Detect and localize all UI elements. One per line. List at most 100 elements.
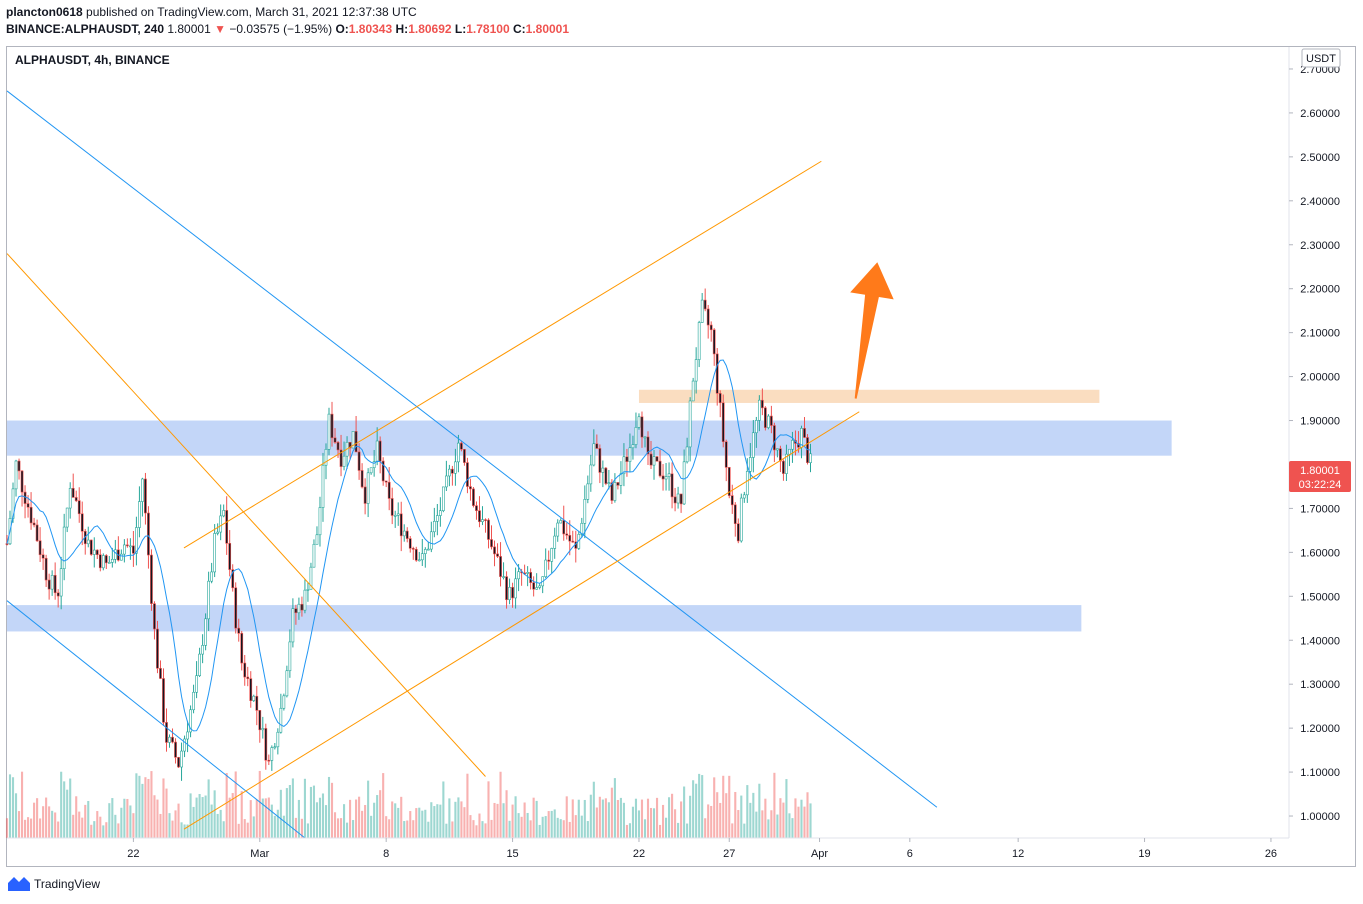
candle-body [333,437,337,443]
candle-body [559,520,563,524]
price-tag-countdown: 03:22:24 [1299,479,1342,491]
candle-body [568,535,572,542]
currency-badge[interactable] [1301,48,1341,68]
blue-trendline [6,90,938,808]
volume-bar [776,814,779,838]
volume-bar [87,800,90,838]
candle-body [532,582,535,590]
volume-bar [120,807,123,838]
candle-body [586,483,590,500]
candle-body [736,523,740,542]
volume-bar [640,799,644,838]
candle-body [487,519,490,540]
candle-body [748,457,752,472]
candle-body [177,757,180,768]
volume-bar [162,778,165,838]
volume-bar [496,803,499,838]
footer: TradingView [8,877,100,891]
volume-bar [746,785,749,838]
volume-bar [288,785,291,838]
volume-bar [782,802,785,838]
candle-body [438,510,442,516]
candle-body [393,515,397,517]
candle-body [721,402,725,442]
candle-body [773,425,776,451]
price-tag: 1.80001 03:22:24 [1289,461,1351,492]
time-tick-label: 27 [723,848,735,860]
candle-body [285,670,289,697]
candle-body [673,496,677,504]
low-label: L: [454,22,467,36]
volume-bar [156,799,159,838]
candle-body [330,413,334,439]
candle-body [204,618,207,646]
candle-body [550,548,554,562]
candle-body [661,475,665,480]
candle-body [369,467,373,474]
author-name[interactable]: plancton0618 [6,5,83,19]
volume-bar [511,804,514,838]
volume-bar [264,798,267,838]
price-axis[interactable]: 2.700002.600002.500002.400002.300002.200… [1289,64,1340,823]
volume-bar [607,802,610,838]
volume-bar [231,793,234,838]
footer-brand[interactable]: TradingView [34,877,101,891]
volume-bar [168,813,171,838]
candle-body [174,741,177,758]
candle-body [694,359,698,382]
candle-body [29,506,33,524]
volume-bar [385,816,388,838]
candle-body [270,747,274,761]
volume-bar [312,785,316,838]
volume-bar [568,821,571,838]
volume-bar [114,814,117,838]
candle-body [300,603,304,611]
candle-body [123,544,126,555]
candle-body [613,482,617,501]
candle-body [739,497,743,542]
candle-body [336,442,340,451]
candle-body [50,575,54,590]
volume-bar [701,775,704,838]
volume-bar [505,790,508,838]
volume-bar [713,777,716,838]
volume-bar [379,790,382,838]
candle-body [186,731,189,740]
candle-body [357,451,361,471]
published-text: published on TradingView.com, March 31, … [86,5,417,19]
candle-body [761,399,764,409]
volume-bar [761,810,764,838]
candle-body [234,587,238,629]
candle-body [231,569,235,589]
volume-bar [457,797,460,838]
time-axis[interactable]: 22 Mar 8 15 22 27 Apr 6 12 19 26 [127,838,1277,860]
candle-body [797,443,800,448]
volume-bar [592,781,595,838]
tradingview-logo-icon[interactable] [8,877,30,891]
moving-average-line [6,359,811,732]
candle-body [742,494,746,499]
volume-bar [598,796,601,838]
candle-body [547,559,551,562]
volume-bar [303,778,306,838]
candle-body [363,486,367,504]
volume-bar [159,813,162,838]
candle-body [776,448,779,451]
volume-bar [132,813,135,838]
candle-body [138,501,141,528]
candle-body [207,580,210,620]
candle-body [291,608,295,643]
volume-bar [785,779,788,838]
candle-body [435,515,439,522]
chart-header: plancton0618 published on TradingView.co… [6,4,569,38]
price-tick-label: 1.00000 [1300,811,1340,823]
candle-body [80,513,84,532]
volume-bar [195,797,198,838]
candle-body [198,653,201,676]
candle-body [126,544,129,547]
candle-body [213,533,217,573]
volume-bar [397,807,400,838]
candle-body [448,468,451,477]
candle-body [396,513,400,516]
